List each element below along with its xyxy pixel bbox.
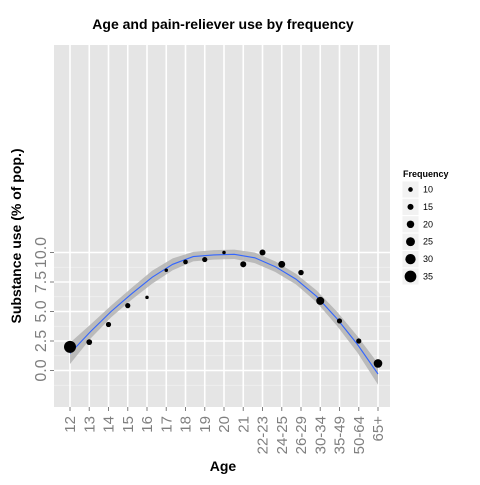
legend-title: Frequency <box>403 169 449 179</box>
legend-label: 20 <box>423 219 433 229</box>
data-point <box>336 318 343 324</box>
data-point <box>259 249 266 256</box>
data-point <box>278 260 286 268</box>
data-point <box>298 269 304 276</box>
data-point <box>240 261 247 268</box>
x-tick-label: 14 <box>101 416 118 433</box>
y-tick-label: 10.0 <box>33 237 50 268</box>
smooth-line-group <box>69 253 379 375</box>
x-tick-label: 20 <box>216 416 233 433</box>
x-tick-label: 21 <box>235 416 252 433</box>
data-point <box>202 256 208 263</box>
x-tick-label: 22-23 <box>255 416 272 454</box>
x-axis-title: Age <box>210 458 237 474</box>
x-tick-label: 15 <box>120 416 137 433</box>
x-tick-label: 19 <box>197 416 214 433</box>
data-point <box>64 340 76 353</box>
x-tick-label: 26-29 <box>293 416 310 454</box>
x-tick-label: 24-25 <box>274 416 291 454</box>
y-tick-label: 0.0 <box>33 359 50 381</box>
data-point <box>316 296 325 305</box>
chart-title: Age and pain-reliever use by frequency <box>92 16 354 32</box>
y-axis-title: Substance use (% of pop.) <box>8 148 24 323</box>
data-point <box>373 359 383 368</box>
legend-key-point <box>408 187 413 192</box>
legend-key-point <box>406 237 415 247</box>
legend-key-point <box>406 220 415 229</box>
legend-key-point <box>404 270 417 283</box>
y-tick-label: 7.5 <box>33 271 50 293</box>
y-axis: 0.0 2.5 5.0 7.5 10.0 <box>33 237 54 382</box>
data-point <box>125 303 131 309</box>
legend-key-point <box>405 253 416 265</box>
y-tick-label: 2.5 <box>33 330 50 352</box>
data-point <box>145 295 149 300</box>
data-point <box>356 338 362 344</box>
x-tick-label: 17 <box>158 416 175 433</box>
plot-panel <box>54 45 390 407</box>
y-tick-label: 5.0 <box>33 300 50 322</box>
legend-label: 25 <box>423 237 433 247</box>
data-point <box>222 250 226 255</box>
legend: Frequency 10 15 20 25 30 35 <box>401 169 449 286</box>
data-point <box>164 268 168 272</box>
data-point <box>183 259 188 265</box>
x-axis: 12 13 14 15 16 17 18 19 20 21 22-23 24-25 26-29 30-34… <box>62 407 387 454</box>
legend-label: 10 <box>423 185 433 195</box>
x-tick-label: 12 <box>62 416 79 433</box>
x-tick-label: 18 <box>178 416 195 433</box>
x-tick-label: 65+ <box>370 416 387 442</box>
x-tick-label: 13 <box>81 416 98 433</box>
smooth-line <box>69 253 379 375</box>
x-tick-label: 16 <box>139 416 156 433</box>
legend-label: 35 <box>423 272 433 282</box>
legend-label: 15 <box>423 202 433 212</box>
x-tick-label: 30-34 <box>312 416 329 454</box>
data-point <box>86 339 93 346</box>
x-tick-label: 50-64 <box>351 416 368 454</box>
data-points <box>64 249 383 368</box>
panel-background <box>54 45 390 407</box>
data-point <box>105 321 112 328</box>
x-tick-label: 35-49 <box>332 416 349 454</box>
legend-label: 30 <box>423 254 433 264</box>
legend-key-point <box>407 203 414 210</box>
